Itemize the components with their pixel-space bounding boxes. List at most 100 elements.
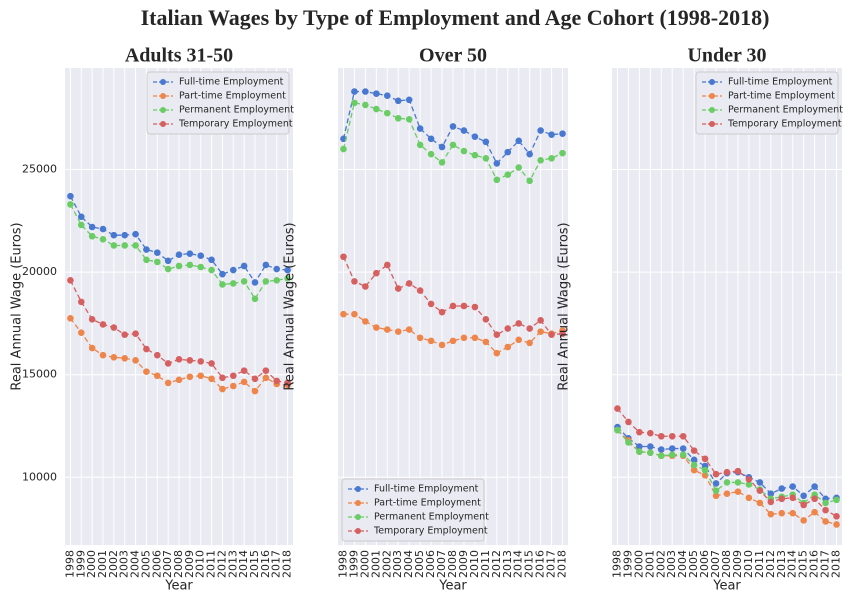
legend-label: Temporary Employment	[373, 526, 488, 537]
point	[427, 135, 435, 143]
x-tick-label: 2008	[172, 550, 185, 578]
point	[800, 492, 807, 500]
point	[833, 496, 840, 504]
point	[668, 432, 676, 440]
point	[625, 418, 632, 426]
x-tick-label: 2012	[215, 550, 228, 578]
x-tick-label: 2009	[731, 550, 744, 578]
point	[493, 160, 501, 167]
point	[273, 277, 281, 284]
x-tick-label: 2014	[237, 550, 250, 578]
x-axis-label: Year	[712, 579, 741, 593]
x-tick-label: 2011	[479, 550, 492, 578]
x-tick-label: 2006	[698, 550, 711, 578]
point	[657, 432, 665, 440]
point	[745, 481, 753, 488]
legend-marker	[160, 121, 166, 127]
point	[679, 445, 687, 452]
legend: Full-time Employment Part-time Employment…	[695, 71, 843, 135]
point	[504, 343, 512, 351]
point	[240, 278, 248, 285]
legend-marker	[355, 514, 361, 520]
x-tick-label: 2003	[118, 550, 131, 578]
x-tick-label: 2007	[161, 550, 174, 578]
point	[756, 499, 764, 507]
x-tick-label: 2011	[205, 550, 218, 578]
x-tick-label: 2008	[720, 550, 733, 578]
point	[734, 479, 742, 486]
point	[460, 127, 468, 134]
point	[284, 274, 291, 282]
x-tick-label: 2008	[446, 550, 459, 578]
point	[88, 223, 96, 231]
legend: Full-time Employment Part-time Employment…	[341, 478, 489, 542]
point	[537, 157, 544, 164]
point	[504, 325, 512, 332]
point	[756, 479, 764, 486]
point	[833, 512, 840, 520]
legend-box	[695, 71, 839, 135]
point	[526, 177, 533, 185]
point	[143, 256, 150, 264]
legend-marker	[709, 107, 715, 113]
point	[175, 251, 183, 258]
point	[734, 488, 742, 495]
point	[262, 261, 270, 269]
legend-label: Full-time Employment	[179, 77, 284, 88]
point	[460, 302, 468, 310]
point	[121, 331, 129, 339]
x-tick-label: 2002	[380, 550, 393, 578]
point	[88, 316, 96, 323]
legend-marker	[160, 93, 166, 99]
legend-marker	[160, 107, 166, 113]
point	[132, 357, 139, 364]
point	[340, 253, 347, 261]
point	[449, 141, 457, 149]
point	[362, 88, 369, 95]
x-tick-label: 1998	[610, 550, 623, 578]
x-tick-label: 2017	[545, 550, 558, 578]
point	[625, 439, 632, 446]
series-line	[342, 102, 563, 183]
x-tick-label: 2016	[808, 550, 821, 578]
x-tick-label: 2007	[709, 550, 722, 578]
point	[262, 367, 270, 374]
point	[811, 508, 818, 516]
x-tick-label: 2005	[413, 550, 426, 578]
point	[153, 249, 161, 256]
point	[262, 374, 270, 382]
x-tick-label: 2017	[819, 550, 832, 578]
point	[559, 330, 566, 337]
legend-marker	[355, 500, 361, 506]
x-tick-label: 2015	[523, 550, 536, 578]
x-tick-label: 2006	[150, 550, 163, 578]
x-tick-label: 2016	[534, 550, 547, 578]
point	[362, 318, 369, 325]
point	[449, 123, 457, 130]
legend-label: Temporary Employment	[178, 119, 293, 130]
point	[229, 382, 237, 390]
point	[427, 337, 435, 345]
point	[712, 492, 720, 500]
point	[636, 443, 643, 450]
x-tick-label: 2018	[556, 550, 569, 578]
x-tick-label: 2000	[85, 550, 98, 578]
point	[416, 334, 424, 342]
x-tick-label: 2014	[512, 550, 525, 578]
point	[219, 385, 226, 393]
point	[471, 334, 479, 342]
legend-label: Permanent Employment	[374, 512, 489, 523]
x-tick-label: 2000	[358, 550, 371, 578]
point	[99, 225, 107, 233]
x-tick-label: 1999	[347, 550, 360, 578]
point	[537, 328, 544, 335]
point	[186, 250, 194, 257]
x-tick-label: 2009	[183, 550, 196, 578]
point	[679, 451, 687, 459]
point	[240, 262, 248, 270]
legend-label: Permanent Employment	[728, 105, 843, 116]
point	[229, 280, 237, 287]
point	[251, 387, 259, 395]
point	[164, 379, 172, 387]
point	[712, 470, 720, 478]
